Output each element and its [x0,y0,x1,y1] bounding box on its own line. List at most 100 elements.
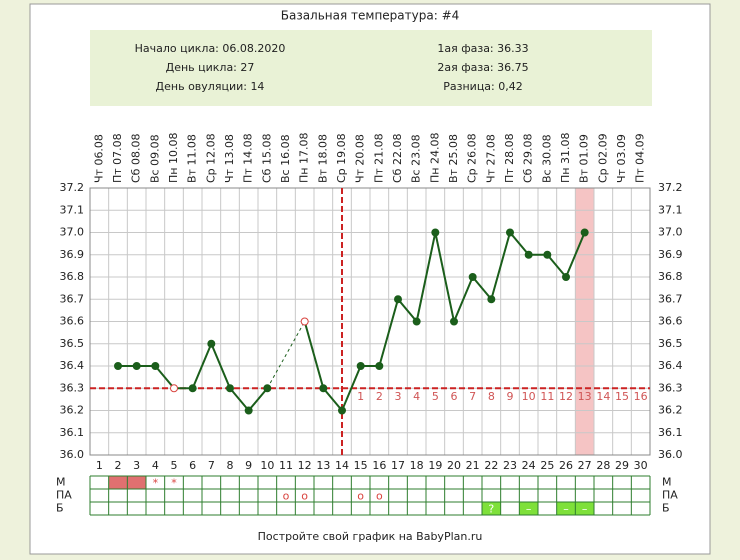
data-point [226,384,234,393]
gap-bridge [266,321,306,389]
day-label: 15 [354,459,368,472]
table-row-label-right: М [662,476,672,489]
date-label: Ср 26.08 [466,133,479,183]
date-label: Пт 28.08 [503,133,516,183]
footer: Постройте свой график на BabyPlan.ru [258,530,483,543]
date-label: Ср 02.09 [596,133,609,183]
day-label: 17 [391,459,405,472]
day-label: 28 [596,459,610,472]
phase2-day: 10 [522,390,536,403]
date-label: Ср 19.08 [335,133,348,183]
data-point [207,339,216,348]
y-tick-label-right: 37.0 [658,226,683,239]
table-cell-fill [575,502,594,515]
date-label: Чт 06.08 [92,134,105,183]
data-point [188,384,197,393]
y-tick-label: 36.0 [60,448,85,461]
table-cell-text: o [376,490,383,503]
y-tick-label: 36.7 [60,292,85,305]
phase2-day: 13 [578,390,592,403]
data-point [356,362,365,370]
y-tick-label: 36.4 [60,359,85,372]
chart-title: Базальная температура: #4 [281,9,460,23]
data-point [300,317,309,326]
y-tick-label: 36.6 [60,315,85,328]
date-label: Пт 07.08 [111,133,124,183]
day-label: 10 [260,459,274,472]
data-point [114,362,122,370]
date-label: Сб 08.08 [130,134,143,183]
data-point [132,362,141,370]
data-point [338,406,346,415]
y-tick-label-right: 36.1 [658,426,683,439]
data-point [244,406,253,415]
day-label: 1 [96,459,103,472]
table-cell-text: * [153,477,159,490]
y-tick-label: 36.1 [60,426,85,439]
date-label: Чт 27.08 [484,134,497,183]
data-point [468,273,477,281]
y-tick-label: 36.5 [60,337,85,350]
phase2-day: 3 [395,390,402,403]
day-label: 5 [171,459,178,472]
y-tick-label-right: 36.7 [658,292,683,305]
data-point [487,295,496,304]
phase2-day: 2 [376,390,383,403]
y-tick-label: 36.8 [60,270,85,283]
day-label: 19 [428,459,442,472]
temperature-line [303,230,586,413]
y-tick-label-right: 36.3 [658,381,683,394]
date-label: Вт 25.08 [447,134,460,183]
day-label: 4 [152,459,159,472]
table-cell-fill [519,502,538,515]
day-label: 18 [410,459,424,472]
day-label: 11 [279,459,293,472]
date-label: Сб 15.08 [260,134,273,183]
y-tick-label-right: 37.2 [658,181,683,194]
phase2-day: 16 [634,390,648,403]
date-label: Вс 16.08 [279,134,292,183]
table-cell-text: o [357,490,364,503]
table-cell-fill [127,476,146,489]
phase2-day: 12 [559,390,573,403]
date-label: Пт 14.08 [242,133,255,183]
table-cell-text: – [582,503,588,516]
date-label: Вт 01.09 [578,134,591,183]
phase2-day: 14 [596,390,610,403]
y-tick-label: 36.2 [60,404,85,417]
day-label: 23 [503,459,517,472]
date-label: Ср 12.08 [204,133,217,183]
data-point [524,250,533,259]
data-point [170,384,178,393]
data-point [506,228,514,237]
phase2-day: 8 [488,390,495,403]
data-point [151,362,160,370]
day-label: 26 [559,459,573,472]
table-row-label: Б [56,502,64,515]
y-tick-label-right: 36.6 [658,315,683,328]
y-tick-label: 37.2 [60,181,85,194]
table-row-label-right: ПА [662,489,678,502]
table-cell-text: – [526,503,532,516]
data-point [412,317,421,326]
y-tick-label-right: 36.2 [658,404,683,417]
y-tick-label: 37.1 [60,203,85,216]
data-point [431,228,440,237]
y-tick-label-right: 36.5 [658,337,683,350]
y-tick-label-right: 36.4 [658,359,683,372]
y-tick-label-right: 36.0 [658,448,683,461]
plot-frame [89,187,651,456]
day-label: 12 [298,459,312,472]
y-tick-label-right: 36.8 [658,270,683,283]
info-box [90,30,652,106]
date-label: Чт 20.08 [354,134,367,183]
date-label: Пн 10.08 [167,133,180,183]
data-point [543,250,552,259]
data-point [319,384,328,393]
day-label: 30 [634,459,648,472]
data-point [562,273,570,281]
date-label: Сб 29.08 [522,134,535,183]
data-point [580,228,589,237]
date-label: Чт 03.09 [615,134,628,183]
table-cell-fill [108,476,128,489]
